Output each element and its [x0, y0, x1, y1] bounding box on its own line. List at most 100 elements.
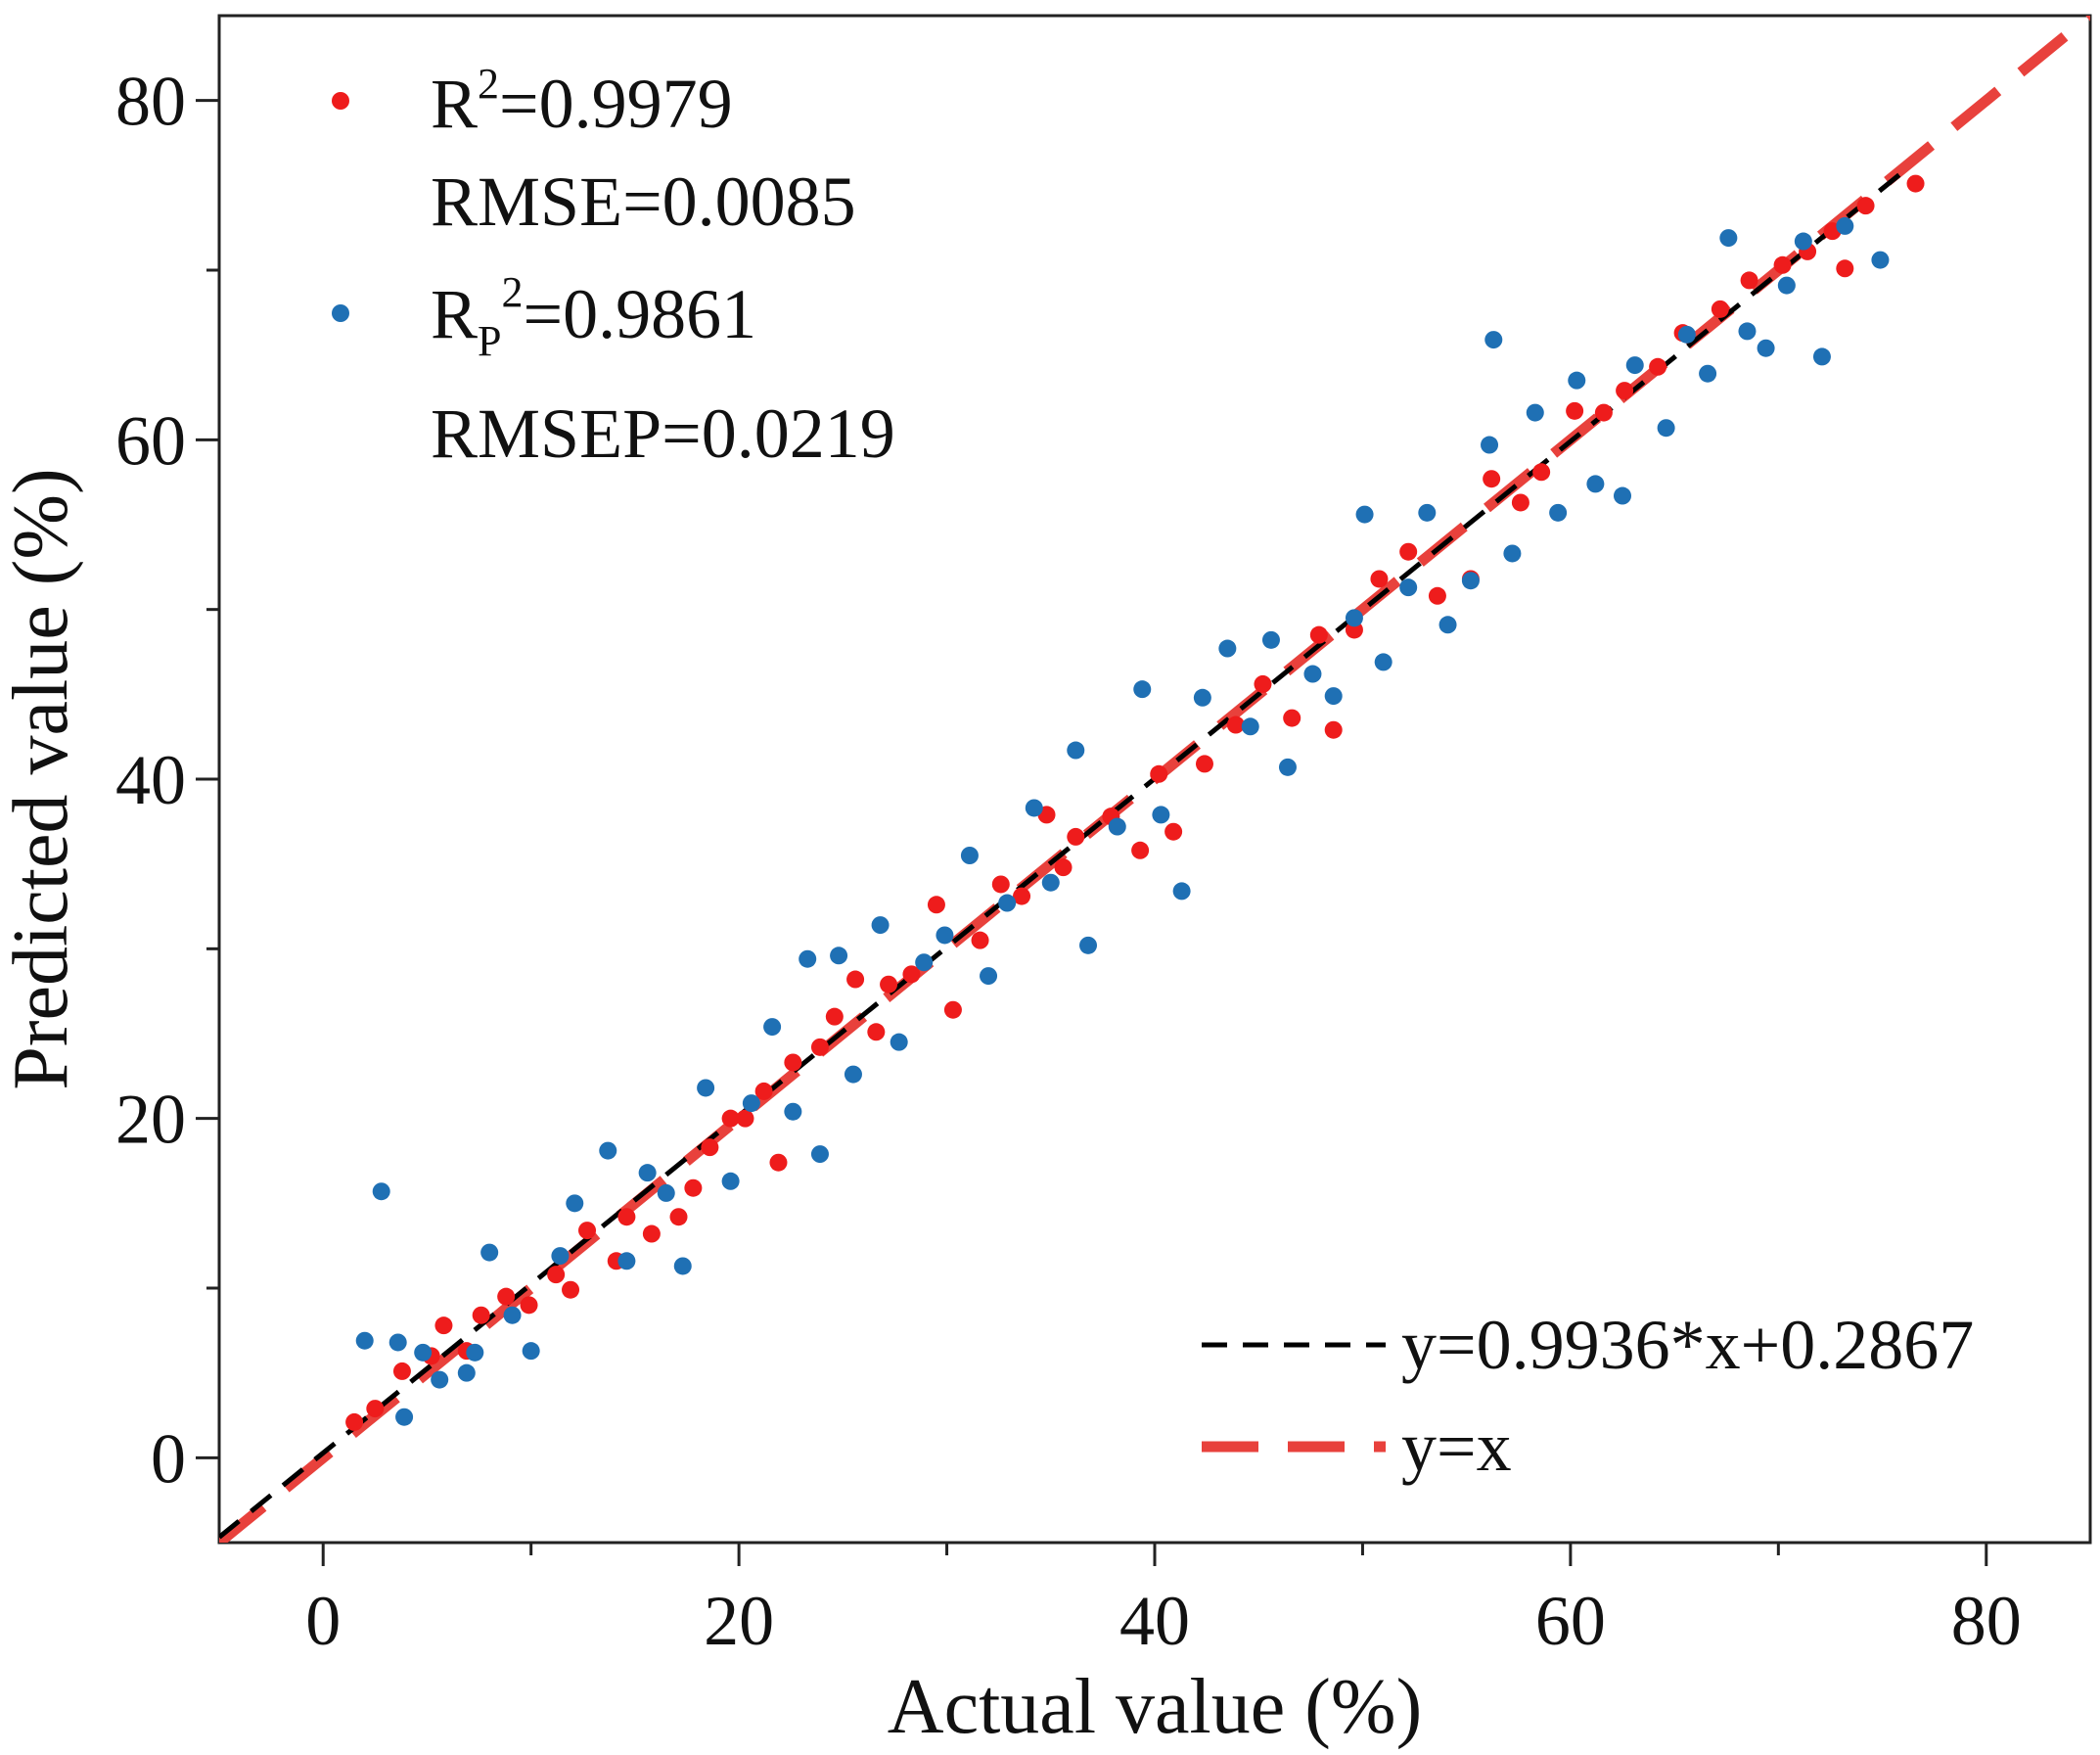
- prediction-point: [1586, 475, 1605, 493]
- prediction-point: [1133, 680, 1152, 699]
- calibration-point: [1511, 493, 1529, 512]
- calibration-point: [880, 975, 898, 993]
- x-tick-label: 0: [305, 1582, 341, 1660]
- prediction-point: [1794, 232, 1812, 251]
- calibration-point: [1254, 674, 1272, 693]
- calibration-point: [721, 1109, 740, 1128]
- rp2-letter: R: [431, 275, 478, 353]
- prediction-point: [1041, 873, 1060, 892]
- calibration-point: [1906, 174, 1925, 193]
- prediction-point: [697, 1079, 715, 1097]
- prediction-point: [1438, 616, 1457, 634]
- calibration-point: [846, 970, 865, 989]
- x-axis-title: Actual value (%): [888, 1664, 1422, 1750]
- calibration-point: [784, 1053, 802, 1072]
- calibration-point: [617, 1208, 636, 1226]
- prediction-point: [1374, 653, 1392, 671]
- r2-letter: R: [431, 65, 478, 143]
- prediction-point: [1549, 503, 1568, 522]
- x-tick-label: 80: [1951, 1582, 2022, 1660]
- calibration-point: [736, 1109, 754, 1128]
- prediction-point: [890, 1033, 908, 1051]
- prediction-point: [1812, 347, 1831, 366]
- calibration-point: [1195, 755, 1213, 773]
- prediction-point: [388, 1333, 407, 1352]
- prediction-point: [355, 1331, 374, 1350]
- lines-legend: y=0.9936*x+0.2867 y=x: [1202, 1306, 1974, 1486]
- prediction-point: [1625, 356, 1644, 375]
- prediction-point: [566, 1194, 584, 1213]
- prediction-point: [1152, 806, 1170, 824]
- rp2-superscript: 2: [502, 268, 524, 316]
- prediction-point: [414, 1343, 433, 1362]
- calibration-legend-marker: [332, 92, 349, 110]
- regression-fit-line: [219, 169, 1905, 1540]
- calibration-point: [1483, 470, 1501, 488]
- calibration-point: [1324, 720, 1343, 739]
- prediction-point: [1324, 687, 1343, 706]
- calibration-point: [1566, 401, 1584, 420]
- prediction-point: [1241, 717, 1259, 736]
- calibration-point: [434, 1316, 453, 1335]
- calibration-point: [392, 1362, 411, 1380]
- calibration-point: [1428, 586, 1446, 605]
- prediction-point: [1568, 371, 1586, 390]
- prediction-point: [1484, 331, 1503, 349]
- prediction-point: [1699, 364, 1717, 383]
- calibration-point: [1067, 827, 1085, 846]
- r2-annotation: R2=0.9979: [431, 60, 733, 143]
- prediction-point: [395, 1408, 414, 1426]
- prediction-point: [1172, 882, 1191, 901]
- rp2-value: =0.9861: [524, 275, 757, 353]
- calibration-point: [684, 1178, 703, 1197]
- calibration-point: [1283, 709, 1301, 727]
- calibration-point: [1013, 887, 1031, 905]
- prediction-point: [1079, 936, 1098, 954]
- prediction-point: [1218, 639, 1237, 658]
- prediction-point: [1108, 817, 1126, 836]
- prediction-point: [871, 916, 890, 935]
- prediction-point: [1278, 758, 1297, 776]
- calibration-point: [1649, 357, 1667, 376]
- calibration-point: [547, 1266, 566, 1284]
- prediction-point: [1418, 503, 1437, 522]
- calibration-point: [927, 896, 945, 914]
- prediction-point: [1261, 630, 1280, 649]
- rp2-annotation: RP2=0.9861: [431, 268, 756, 365]
- x-tick-label: 40: [1119, 1582, 1190, 1660]
- calibration-point: [366, 1400, 385, 1418]
- y-tick-label: 40: [115, 741, 186, 819]
- prediction-point: [1526, 403, 1544, 422]
- prediction-point: [1836, 216, 1854, 235]
- prediction-point: [1025, 799, 1043, 817]
- prediction-point: [551, 1247, 570, 1266]
- prediction-point: [457, 1363, 476, 1382]
- calibration-point: [1532, 463, 1551, 482]
- calibration-point: [669, 1208, 688, 1226]
- prediction-point: [784, 1102, 802, 1121]
- y-tick-label: 60: [115, 401, 186, 480]
- prediction-point: [830, 947, 848, 965]
- calibration-point: [472, 1306, 490, 1324]
- y-tick-label: 0: [151, 1419, 186, 1498]
- rmsep-annotation: RMSEP=0.0219: [431, 394, 895, 473]
- calibration-point: [1150, 764, 1168, 783]
- calibration-point: [497, 1287, 516, 1306]
- prediction-point: [617, 1252, 636, 1270]
- calibration-point: [1399, 542, 1418, 561]
- calibration-point: [1131, 841, 1150, 859]
- calibration-point: [1856, 197, 1875, 215]
- calibration-point: [825, 1007, 844, 1026]
- prediction-point: [980, 967, 998, 986]
- calibration-point: [642, 1224, 661, 1243]
- prediction-point: [1657, 419, 1675, 438]
- prediction-point: [810, 1145, 829, 1164]
- rmse-annotation: RMSE=0.0085: [431, 162, 856, 241]
- r2-value: =0.9979: [499, 65, 733, 143]
- calibration-point: [1594, 403, 1613, 422]
- prediction-point: [1067, 741, 1085, 760]
- calibration-point: [971, 931, 989, 949]
- prediction-point: [1345, 609, 1363, 627]
- prediction-point: [936, 926, 954, 945]
